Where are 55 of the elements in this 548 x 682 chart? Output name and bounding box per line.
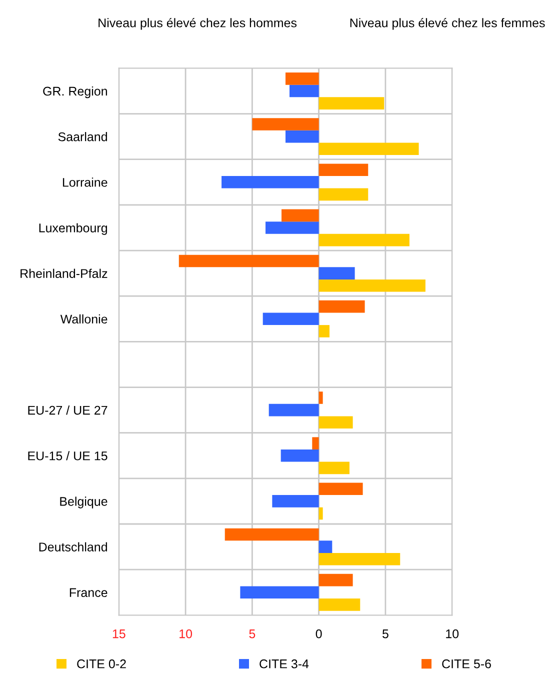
y-tick-label: Luxembourg [39,223,108,235]
bar [318,300,365,313]
bar [268,404,319,416]
text: Niveau plus élevé chez les hommes [98,18,297,30]
bar [318,462,350,474]
bar [318,267,355,280]
y-tick-label: Lorraine [62,178,108,187]
y-tick-label: GR. Region [43,86,107,98]
bar [318,234,410,246]
bar [318,507,323,520]
bar [318,142,419,156]
bar [318,482,363,496]
legend-label: CITE 0-2 [77,659,126,668]
legend-label: CITE 5-6 [442,659,491,668]
y-tick-label: Rheinland-Pfalz [20,268,108,278]
y-tick-label: Saarland [58,132,108,142]
bar [222,176,319,188]
bar [318,164,368,176]
bar [272,495,319,508]
bar [286,130,319,143]
bar [290,84,319,98]
bar [318,574,353,586]
y-tick-label: France [70,588,108,598]
x-tick-label: 10 [446,629,459,638]
bar [224,528,319,541]
bar [280,449,319,462]
y-tick-label: Deutschland [39,542,108,552]
bar [318,325,330,338]
y-tick-label: Belgique [60,496,108,508]
x-tick-label: 15 [112,630,126,638]
x-tick-label: 10 [180,629,192,638]
bar [178,254,319,268]
bar [318,540,332,553]
bar [262,312,319,326]
bar [318,552,400,566]
y-tick-label: EU-27 / UE 27 [28,406,108,415]
bar [266,222,319,234]
x-tick-label: 5 [249,630,256,638]
bar [318,97,384,110]
bar [318,598,360,611]
bar [318,416,353,429]
x-tick-label: 5 [382,630,388,638]
bar [312,437,319,450]
legend-label: CITE 3-4 [260,659,309,668]
bar [282,209,319,222]
bar [286,72,319,85]
bar [240,586,319,599]
bar [318,188,368,201]
y-tick-label: Wallonie [60,314,108,324]
bar [318,279,426,292]
bar [252,118,319,130]
x-tick-label: 0 [316,629,322,638]
text: Niveau plus élevé chez les femmes [350,18,545,30]
bar [318,392,323,404]
y-tick-label: EU-15 / UE 15 [28,451,108,460]
